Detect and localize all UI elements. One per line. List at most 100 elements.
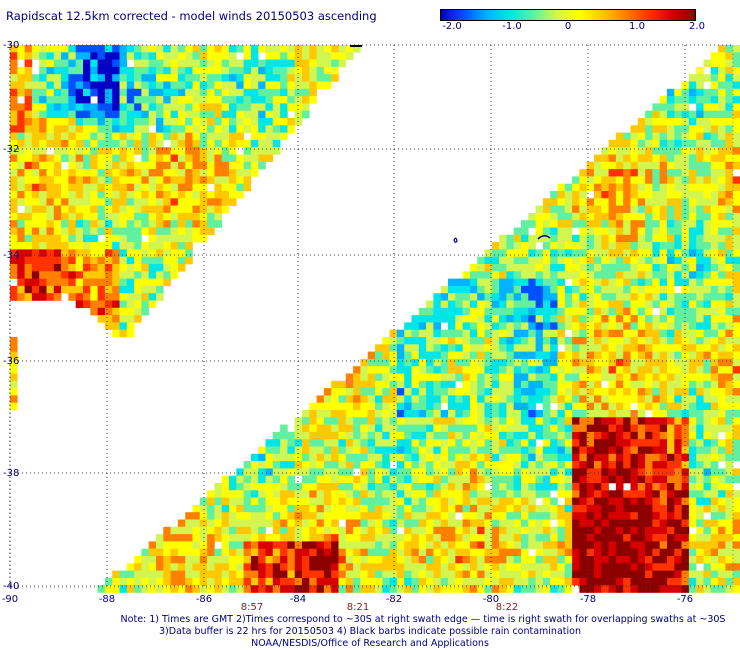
wind-cell bbox=[360, 519, 368, 528]
wind-cell bbox=[550, 468, 558, 476]
wind-cell bbox=[353, 504, 361, 513]
wind-cell bbox=[338, 59, 347, 68]
wind-cell bbox=[163, 249, 171, 257]
wind-cell bbox=[170, 227, 179, 236]
wind-cell bbox=[579, 410, 587, 418]
wind-cell bbox=[280, 118, 288, 126]
wind-cell bbox=[521, 483, 529, 491]
wind-cell bbox=[39, 125, 47, 133]
wind-cell bbox=[637, 424, 646, 433]
wind-cell bbox=[156, 285, 164, 294]
wind-cell bbox=[703, 169, 712, 177]
wind-cell bbox=[572, 388, 580, 396]
wind-cell bbox=[586, 329, 595, 338]
wind-cell bbox=[550, 249, 558, 257]
wind-cell bbox=[75, 132, 84, 141]
wind-cell bbox=[258, 526, 266, 535]
wind-cell bbox=[725, 344, 733, 352]
wind-cell bbox=[287, 52, 295, 60]
wind-cell bbox=[615, 322, 624, 330]
wind-cell bbox=[718, 66, 726, 75]
wind-cell bbox=[572, 410, 580, 418]
wind-cell bbox=[637, 395, 646, 403]
wind-cell bbox=[696, 344, 704, 352]
wind-cell bbox=[280, 483, 288, 491]
wind-cell bbox=[542, 234, 551, 243]
wind-cell bbox=[564, 512, 573, 520]
wind-cell bbox=[572, 264, 580, 272]
wind-cell bbox=[710, 431, 719, 440]
wind-cell bbox=[703, 358, 712, 367]
wind-cell bbox=[535, 293, 544, 301]
wind-cell bbox=[31, 220, 40, 228]
wind-cell bbox=[572, 475, 580, 484]
wind-cell bbox=[725, 220, 733, 228]
wind-cell bbox=[477, 417, 485, 425]
wind-cell bbox=[725, 512, 733, 520]
wind-cell bbox=[17, 74, 25, 82]
wind-cell bbox=[725, 497, 733, 506]
wind-cell bbox=[513, 307, 522, 316]
wind-cell bbox=[126, 118, 135, 126]
wind-cell bbox=[491, 490, 500, 498]
wind-cell bbox=[696, 176, 704, 184]
wind-cell bbox=[637, 534, 646, 542]
wind-cell bbox=[594, 483, 602, 491]
wind-cell bbox=[542, 453, 551, 462]
wind-cell bbox=[418, 344, 427, 352]
wind-cell bbox=[156, 45, 164, 53]
wind-cell bbox=[90, 125, 98, 133]
wind-cell bbox=[418, 504, 427, 513]
wind-cell bbox=[367, 490, 376, 498]
wind-cell bbox=[710, 118, 719, 126]
wind-cell bbox=[112, 191, 120, 199]
wind-cell bbox=[710, 504, 719, 513]
wind-cell bbox=[557, 315, 566, 323]
wind-cell bbox=[703, 475, 712, 484]
wind-cell bbox=[703, 351, 712, 360]
wind-cell bbox=[608, 563, 617, 571]
wind-cell bbox=[207, 512, 215, 520]
wind-cell bbox=[199, 191, 208, 199]
wind-cell bbox=[375, 483, 383, 491]
wind-cell bbox=[396, 585, 405, 593]
wind-cell bbox=[637, 475, 646, 484]
wind-cell bbox=[68, 118, 76, 126]
wind-cell bbox=[484, 563, 493, 571]
wind-cell bbox=[177, 147, 186, 155]
wind-cell bbox=[535, 526, 544, 535]
wind-cell bbox=[579, 249, 587, 257]
wind-cell bbox=[506, 256, 514, 265]
wind-cell bbox=[572, 351, 580, 360]
wind-cell bbox=[302, 81, 310, 90]
wind-cell bbox=[469, 585, 478, 593]
wind-cell bbox=[367, 585, 376, 593]
wind-cell bbox=[448, 497, 456, 506]
wind-cell bbox=[637, 256, 646, 265]
wind-cell bbox=[163, 147, 171, 155]
wind-cell bbox=[710, 256, 719, 265]
wind-cell bbox=[484, 548, 493, 557]
wind-cell bbox=[710, 373, 719, 382]
wind-cell bbox=[170, 45, 179, 53]
lon-label: -84 bbox=[290, 594, 306, 605]
wind-cell bbox=[477, 541, 485, 549]
wind-cell bbox=[433, 307, 441, 316]
wind-cell bbox=[513, 439, 522, 447]
lon-label: -78 bbox=[580, 594, 596, 605]
wind-cell bbox=[521, 410, 529, 418]
wind-cell bbox=[148, 234, 157, 243]
wind-cell bbox=[535, 490, 544, 498]
wind-cell bbox=[528, 504, 536, 513]
wind-cell bbox=[112, 103, 120, 111]
wind-cell bbox=[199, 59, 208, 68]
wind-cell bbox=[688, 227, 697, 236]
wind-cell bbox=[608, 242, 617, 250]
wind-cell bbox=[615, 373, 624, 382]
wind-cell bbox=[39, 52, 47, 60]
wind-cell bbox=[389, 344, 398, 352]
wind-cell bbox=[608, 358, 617, 367]
wind-cell bbox=[703, 439, 712, 447]
wind-cell bbox=[550, 504, 558, 513]
wind-cell bbox=[681, 198, 690, 206]
